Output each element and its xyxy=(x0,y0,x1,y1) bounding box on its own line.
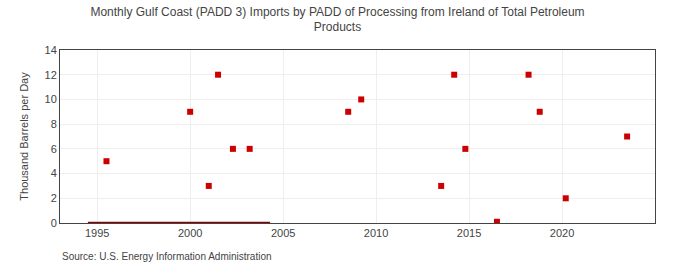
svg-text:2000: 2000 xyxy=(178,227,202,239)
svg-text:6: 6 xyxy=(51,143,57,155)
svg-text:8: 8 xyxy=(51,118,57,130)
svg-text:4: 4 xyxy=(51,167,57,179)
svg-text:14: 14 xyxy=(45,44,57,56)
svg-text:2015: 2015 xyxy=(457,227,481,239)
svg-text:2: 2 xyxy=(51,192,57,204)
svg-text:10: 10 xyxy=(45,93,57,105)
svg-text:2005: 2005 xyxy=(271,227,295,239)
svg-text:Source: U.S. Energy Informatio: Source: U.S. Energy Information Administ… xyxy=(62,251,272,262)
svg-text:1995: 1995 xyxy=(85,227,109,239)
svg-text:2010: 2010 xyxy=(364,227,388,239)
svg-text:2020: 2020 xyxy=(550,227,574,239)
svg-text:12: 12 xyxy=(45,69,57,81)
svg-text:0: 0 xyxy=(51,217,57,229)
svg-text:Thousand Barrels per Day: Thousand Barrels per Day xyxy=(18,72,30,201)
svg-text:Monthly Gulf Coast (PADD 3) Im: Monthly Gulf Coast (PADD 3) Imports by P… xyxy=(90,5,584,35)
